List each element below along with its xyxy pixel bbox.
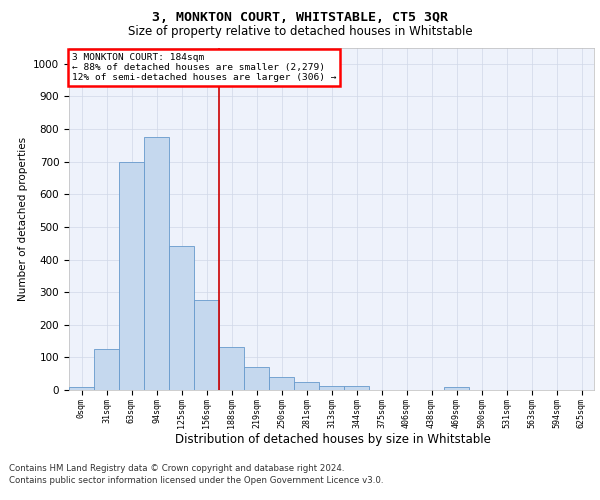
Bar bbox=[344, 386, 369, 390]
Text: Contains HM Land Registry data © Crown copyright and database right 2024.: Contains HM Land Registry data © Crown c… bbox=[9, 464, 344, 473]
Bar bbox=[294, 382, 319, 390]
Bar bbox=[119, 162, 144, 390]
Bar bbox=[244, 367, 269, 390]
Bar bbox=[69, 388, 94, 390]
Bar bbox=[319, 386, 344, 390]
Y-axis label: Number of detached properties: Number of detached properties bbox=[17, 136, 28, 301]
Bar bbox=[444, 386, 469, 390]
Bar bbox=[144, 137, 169, 390]
Text: 3 MONKTON COURT: 184sqm
← 88% of detached houses are smaller (2,279)
12% of semi: 3 MONKTON COURT: 184sqm ← 88% of detache… bbox=[71, 52, 336, 82]
Text: Size of property relative to detached houses in Whitstable: Size of property relative to detached ho… bbox=[128, 25, 472, 38]
Bar bbox=[219, 346, 244, 390]
Bar bbox=[194, 300, 219, 390]
Bar bbox=[269, 377, 294, 390]
Text: Contains public sector information licensed under the Open Government Licence v3: Contains public sector information licen… bbox=[9, 476, 383, 485]
Bar bbox=[169, 246, 194, 390]
Text: 3, MONKTON COURT, WHITSTABLE, CT5 3QR: 3, MONKTON COURT, WHITSTABLE, CT5 3QR bbox=[152, 11, 448, 24]
Text: Distribution of detached houses by size in Whitstable: Distribution of detached houses by size … bbox=[175, 432, 491, 446]
Bar bbox=[94, 348, 119, 390]
